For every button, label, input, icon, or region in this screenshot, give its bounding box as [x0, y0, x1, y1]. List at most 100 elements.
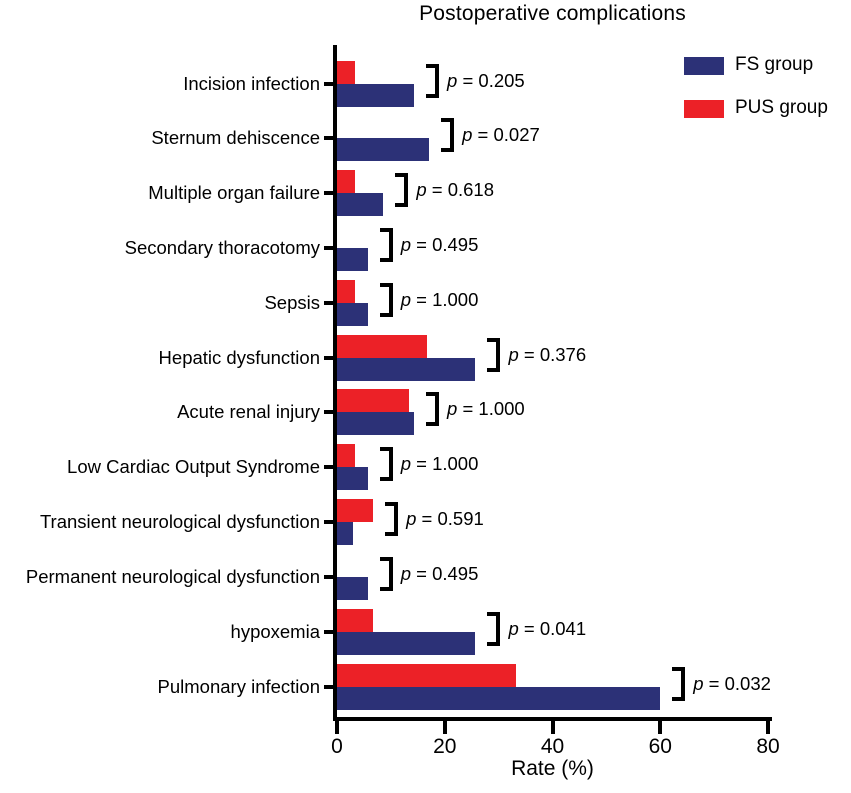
category-label: hypoxemia — [230, 620, 320, 642]
p-value-label: p = 0.591 — [406, 508, 484, 530]
p-value-bracket — [385, 502, 399, 537]
category-label: Transient neurological dysfunction — [39, 511, 320, 533]
p-value-label: p = 0.041 — [508, 617, 587, 639]
category-label: Pulmonary infection — [157, 675, 320, 697]
bar-fs — [337, 302, 368, 326]
bar-pus — [337, 444, 355, 468]
p-value-bracket — [379, 282, 393, 317]
category-label: Permanent neurological dysfunction — [25, 565, 320, 587]
p-value-bracket — [487, 611, 501, 646]
p-value-bracket — [379, 227, 393, 262]
bar-fs — [337, 576, 368, 600]
p-value-label: p = 1.000 — [400, 453, 479, 475]
p-value-label: p = 0.027 — [462, 124, 540, 146]
x-axis-tick-label: 80 — [756, 735, 780, 758]
bar-fs — [337, 467, 368, 491]
p-value-label: p = 0.205 — [447, 69, 525, 91]
category-tick — [324, 410, 337, 415]
bar-pus — [337, 334, 427, 358]
p-value-bracket — [487, 337, 501, 372]
bar-fs — [337, 193, 384, 217]
p-value-label: p = 1.000 — [447, 398, 525, 420]
category-label: Low Cardiac Output Syndrome — [67, 456, 320, 478]
p-symbol: p — [508, 617, 519, 639]
bar-pus — [337, 389, 409, 413]
p-symbol: p — [400, 233, 411, 255]
p-value-label: p = 0.495 — [400, 562, 479, 584]
bar-pus — [337, 60, 355, 84]
bar-pus — [337, 279, 355, 303]
x-axis-tick-label: 20 — [433, 735, 457, 758]
bar-pus — [337, 499, 374, 523]
bar-fs — [337, 138, 430, 162]
legend-label-fs: FS group — [735, 54, 814, 75]
bar-fs — [337, 357, 476, 381]
category-tick — [324, 81, 337, 86]
x-axis — [333, 717, 772, 721]
p-symbol: p — [447, 398, 458, 420]
p-value-label: p = 0.495 — [400, 233, 479, 255]
p-symbol: p — [693, 672, 704, 694]
p-value-bracket — [672, 666, 686, 701]
legend-swatch-fs — [684, 57, 724, 75]
category-tick — [324, 245, 337, 250]
bar-fs — [337, 522, 353, 546]
category-tick — [324, 300, 337, 305]
category-tick — [324, 191, 337, 196]
category-label: Multiple organ failure — [148, 182, 320, 204]
bar-fs — [337, 686, 661, 710]
p-symbol: p — [508, 343, 519, 365]
bar-pus — [337, 608, 374, 632]
x-axis-tick — [442, 721, 447, 734]
bar-fs — [337, 412, 415, 436]
x-axis-tick — [658, 721, 663, 734]
p-value-bracket — [379, 556, 393, 591]
x-axis-tick-label: 40 — [540, 735, 565, 758]
category-label: Sternum dehiscence — [151, 127, 320, 149]
category-tick — [324, 574, 337, 579]
category-label: Acute renal injury — [177, 401, 320, 423]
p-symbol: p — [416, 179, 427, 201]
category-tick — [324, 520, 337, 525]
p-value-label: p = 0.376 — [508, 343, 587, 365]
category-label: Hepatic dysfunction — [158, 346, 320, 368]
p-symbol: p — [400, 288, 411, 310]
p-symbol: p — [400, 453, 411, 475]
p-symbol: p — [406, 508, 417, 530]
bar-fs — [337, 247, 368, 271]
p-value-bracket — [426, 392, 440, 427]
category-tick — [324, 136, 337, 141]
category-tick — [324, 684, 337, 689]
p-value-label: p = 0.032 — [693, 672, 771, 694]
bar-fs — [337, 631, 476, 655]
p-value-bracket — [426, 63, 440, 98]
legend-label-pus: PUS group — [735, 97, 828, 118]
p-value-bracket — [441, 118, 455, 153]
category-tick — [324, 629, 337, 634]
x-axis-title: Rate (%) — [511, 757, 594, 780]
p-value-bracket — [379, 447, 393, 482]
bar-pus — [337, 663, 517, 687]
legend-swatch-pus — [684, 100, 724, 118]
p-value-label: p = 0.618 — [416, 179, 495, 201]
p-symbol: p — [447, 69, 458, 91]
chart-title: Postoperative complications — [419, 2, 686, 25]
x-axis-tick — [550, 721, 555, 734]
category-label: Sepsis — [264, 291, 320, 313]
x-axis-tick — [766, 721, 770, 734]
category-tick — [324, 355, 337, 360]
category-label: Secondary thoracotomy — [124, 236, 320, 258]
category-label: Incision infection — [183, 72, 320, 94]
p-symbol: p — [400, 562, 411, 584]
category-tick — [324, 465, 337, 470]
p-value-bracket — [395, 173, 409, 208]
p-symbol: p — [462, 124, 473, 146]
p-value-label: p = 1.000 — [400, 288, 479, 310]
x-axis-tick — [335, 721, 339, 734]
bar-pus — [337, 170, 355, 194]
bar-fs — [337, 83, 415, 107]
x-axis-tick-label: 60 — [648, 735, 672, 758]
x-axis-tick-label: 0 — [331, 735, 343, 758]
y-axis — [333, 45, 337, 721]
